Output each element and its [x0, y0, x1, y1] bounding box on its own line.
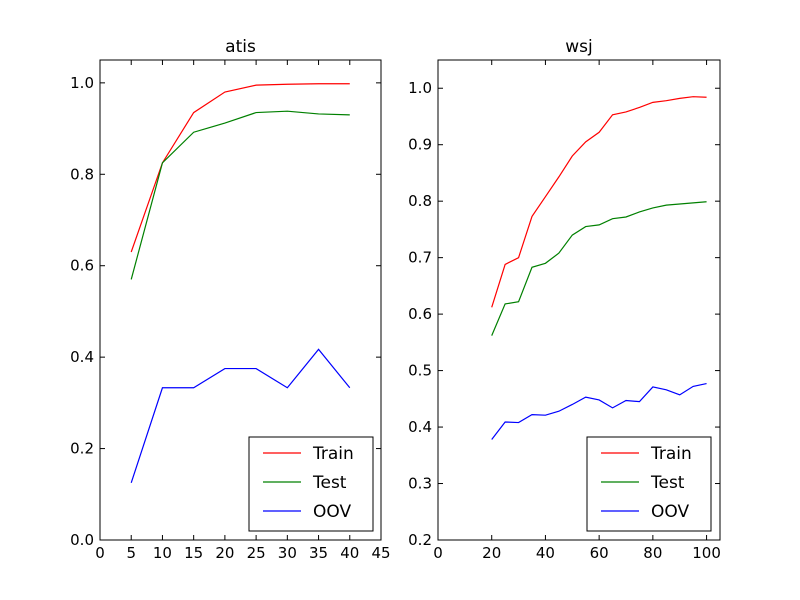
x-tick-label: 40: [340, 544, 359, 562]
x-tick-label: 15: [184, 544, 203, 562]
y-tick-label: 1.0: [70, 74, 94, 92]
x-tick-label: 0: [433, 544, 443, 562]
y-tick-label: 0.4: [408, 418, 432, 436]
y-tick-label: 0.6: [70, 257, 94, 275]
y-tick-label: 0.2: [408, 531, 432, 549]
x-tick-label: 5: [126, 544, 136, 562]
y-tick-label: 0.8: [408, 192, 432, 210]
axes-frame: [99, 59, 382, 541]
series-line-train: [130, 83, 350, 253]
x-tick-label: 100: [692, 544, 721, 562]
legend: Train Test OOV: [248, 436, 374, 532]
x-tick-label: 60: [590, 544, 609, 562]
y-tick-label: 0.2: [70, 440, 94, 458]
axes-frame: [437, 59, 721, 541]
legend-label: Test: [312, 473, 347, 493]
y-tick-label: 0.5: [408, 362, 432, 380]
y-tick-label: 0.6: [408, 305, 432, 323]
legend-label: OOV: [651, 502, 689, 522]
x-tick-label: 80: [643, 544, 662, 562]
x-tick-label: 45: [371, 544, 390, 562]
chart-title: atis: [225, 37, 256, 57]
y-tick-label: 0.4: [70, 348, 94, 366]
x-tick-label: 0: [95, 544, 105, 562]
series-line-test: [491, 201, 707, 336]
x-tick-label: 20: [215, 544, 234, 562]
x-tick-label: 40: [536, 544, 555, 562]
y-tick-label: 0.7: [408, 249, 432, 267]
y-tick-label: 0.9: [408, 136, 432, 154]
chart-title: wsj: [565, 37, 592, 57]
subplot-atis: atis 0 5 10 15 20 25 30 35 40 45 0.0 0.2 0.4 0.6 0.8 1.0…: [70, 37, 390, 562]
x-tick-label: 30: [278, 544, 297, 562]
series-line-oov: [130, 348, 351, 484]
legend-label: Test: [650, 473, 685, 493]
y-tick-label: 0.3: [408, 475, 432, 493]
x-tick-label: 10: [153, 544, 172, 562]
legend-box: [248, 436, 374, 532]
series-line-oov: [491, 382, 707, 440]
legend-label: OOV: [313, 502, 351, 522]
y-tick-label: 0.8: [70, 165, 94, 183]
x-tick-label: 20: [482, 544, 501, 562]
series-line-test: [130, 110, 350, 280]
y-tick-label: 0.0: [70, 531, 94, 549]
legend-label: Train: [650, 444, 692, 464]
x-tick-label: 25: [247, 544, 266, 562]
y-tick-label: 1.0: [408, 79, 432, 97]
legend: Train Test OOV: [586, 436, 712, 532]
legend-label: Train: [312, 444, 354, 464]
x-tick-label: 35: [309, 544, 328, 562]
subplot-wsj: wsj 0 20 40 60 80 100 0.2 0.3 0.4 0.5 0.6 0.7 0.8 0.9 1…: [408, 37, 721, 562]
series-line-train: [491, 96, 707, 308]
legend-box: [586, 436, 712, 532]
